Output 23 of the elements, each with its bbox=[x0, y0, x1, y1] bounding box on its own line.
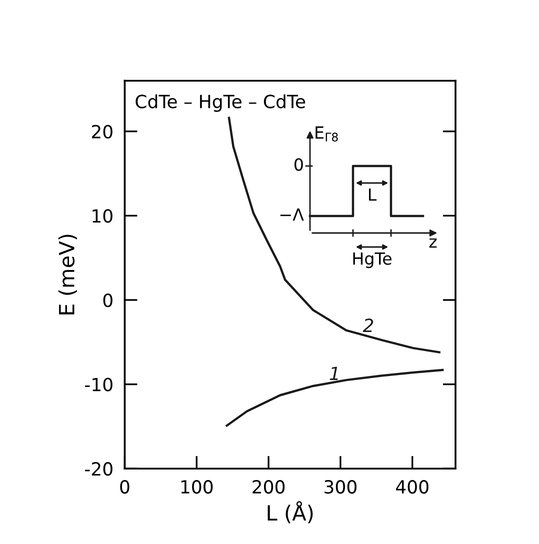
annotation: z bbox=[429, 238, 437, 248]
y-tick-label: -10 bbox=[85, 378, 112, 392]
x-tick-label: 200 bbox=[252, 480, 285, 494]
annotation: CdTe – HgTe – CdTe bbox=[136, 94, 306, 112]
y-tick-label: -20 bbox=[85, 462, 112, 476]
line-series bbox=[226, 368, 444, 427]
series-label: 2 bbox=[362, 318, 374, 332]
annotation: L bbox=[368, 188, 377, 201]
x-tick-label: 300 bbox=[324, 480, 356, 494]
series-label: 1 bbox=[330, 366, 338, 380]
x-axis-title: L (Å) bbox=[268, 501, 313, 524]
y-axis-title: E (meV) bbox=[58, 234, 77, 314]
annotation: E$_{Γ8}$ bbox=[316, 126, 338, 142]
line-series bbox=[228, 116, 440, 354]
y-tick-label: 10 bbox=[92, 209, 112, 223]
x-tick-label: 0 bbox=[120, 480, 130, 494]
annotation: 0 bbox=[294, 158, 303, 171]
x-tick-label: 400 bbox=[396, 480, 428, 494]
y-tick-label: 0 bbox=[103, 293, 112, 308]
x-tick-label: 100 bbox=[181, 480, 213, 494]
annotation: −Λ bbox=[280, 208, 304, 221]
y-tick-label: 20 bbox=[92, 124, 112, 138]
annotation: HgTe bbox=[353, 252, 392, 268]
